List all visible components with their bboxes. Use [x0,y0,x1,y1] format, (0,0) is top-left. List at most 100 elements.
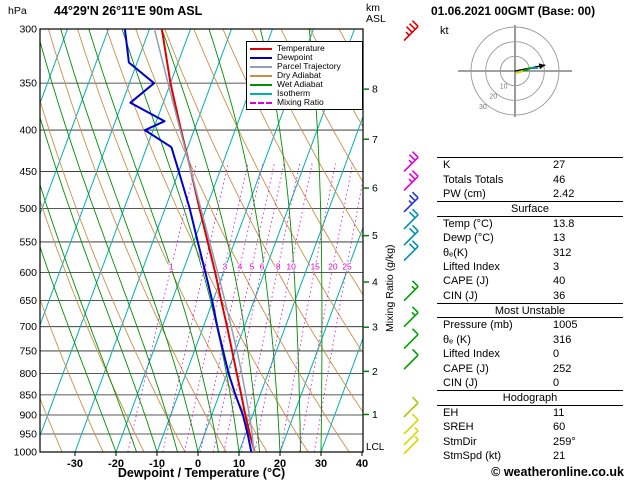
legend-label: Wet Adiabat [277,79,323,89]
panel-row: CAPE (J) 252 [437,361,623,375]
svg-text:350: 350 [19,78,37,90]
param-label: CAPE (J) [443,362,489,375]
legend-swatch [250,92,272,95]
panel-row: SREH 60 [437,420,623,434]
svg-text:-30: -30 [67,458,83,470]
param-value: 13.8 [553,217,575,230]
panel-row: StmSpd (kt) 21 [437,449,623,463]
param-value: 3 [553,260,560,273]
param-label: CAPE (J) [443,275,489,288]
svg-text:-10: -10 [149,458,165,470]
param-label: EH [443,406,459,419]
panel-row: PW (cm) 2.42 [437,187,623,201]
param-label: Lifted Index [443,260,500,273]
panel-row: CIN (J) 0 [437,376,623,390]
param-value: 1005 [553,319,578,332]
svg-text:750: 750 [19,345,37,357]
wind-barb [403,20,419,42]
run-datetime: 01.06.2021 00GMT (Base: 00) [431,4,596,18]
wind-barb [403,151,419,173]
svg-text:950: 950 [19,428,37,440]
station-title: 44°29'N 26°11'E 90m ASL [54,4,203,18]
svg-text:1000: 1000 [14,447,38,459]
svg-text:5: 5 [372,230,378,242]
legend-label: Dewpoint [277,52,313,62]
svg-text:4: 4 [238,262,243,272]
panel-row: Temp (°C) 13.8 [437,217,623,231]
pressure-axis-unit-label: hPa [8,5,27,17]
param-value: 2.42 [553,187,575,200]
param-value: 27 [553,159,566,172]
svg-text:900: 900 [19,409,37,421]
wet-adiabats [40,29,323,452]
wind-barb [403,240,419,262]
panel-row: K 27 [437,158,623,172]
panel-row: CIN (J) 36 [437,289,623,303]
panel-row: StmDir 259° [437,434,623,448]
param-label: K [443,159,451,172]
wind-barb [403,208,419,230]
svg-text:400: 400 [19,125,37,137]
wind-barb [403,224,419,246]
param-label: Dewp (°C) [443,232,494,245]
svg-text:2: 2 [372,366,378,378]
pressure-tick-labels: 300 350 400 450 500 550 600 650 700 750 800 850 900 9… [14,24,38,459]
wind-barb [403,306,419,328]
hodograph-unit-label: kt [440,25,449,37]
panel-row: EH 11 [437,406,623,420]
svg-text:30: 30 [315,458,327,470]
svg-text:850: 850 [19,389,37,401]
legend-item: Mixing Ratio [250,98,359,107]
panel-section-header: Surface [437,201,623,217]
temperature-tick-labels: -30 -20 -10 0 10 20 30 40 [67,452,368,470]
param-label: θₑ(K) [443,246,468,259]
param-value: 0 [553,377,560,390]
param-label: Pressure (mb) [443,319,513,332]
svg-text:7: 7 [372,134,378,146]
param-label: StmSpd (kt) [443,450,502,462]
panel-row: θₑ(K) 312 [437,245,623,259]
svg-text:10: 10 [286,262,296,272]
legend-swatch [250,74,272,77]
svg-text:800: 800 [19,368,37,380]
svg-text:3: 3 [223,262,228,272]
panel-row: Totals Totals 46 [437,172,623,186]
svg-text:550: 550 [19,236,37,248]
temperature-axis-title: Dewpoint / Temperature (°C) [117,466,286,480]
param-label: Temp (°C) [443,217,493,230]
param-value: 40 [553,275,566,288]
km-axis-ticks: 8 7 6 5 4 3 2 1 LCL [363,84,385,453]
mixing-ratio-lines [127,163,363,452]
param-label: CIN (J) [443,377,478,390]
param-value: 259° [553,435,576,448]
legend-swatch [250,56,272,59]
svg-text:15: 15 [310,262,320,272]
svg-text:20: 20 [489,94,497,101]
svg-text:650: 650 [19,295,37,307]
svg-text:25: 25 [342,262,352,272]
wind-barb [403,328,419,350]
legend-label: Mixing Ratio [277,97,324,107]
legend-item: Parcel Trajectory [250,62,359,71]
legend-label: Parcel Trajectory [277,61,341,71]
legend-swatch [250,65,272,68]
svg-text:30: 30 [479,104,487,111]
legend-label: Dry Adiabat [277,70,321,80]
svg-text:0: 0 [195,458,201,470]
svg-text:4: 4 [372,277,378,289]
svg-text:5: 5 [250,262,255,272]
svg-text:1: 1 [169,262,174,272]
param-value: 252 [553,362,572,375]
svg-text:20: 20 [274,458,286,470]
svg-text:8: 8 [276,262,281,272]
wind-barb [403,435,419,455]
param-value: 312 [553,246,572,259]
legend-item: Temperature [250,44,359,53]
legend: Temperature Dewpoint Parcel Trajectory Dry … [246,41,363,110]
panel-row: θₑ (K) 316 [437,333,623,347]
panel-row: Pressure (mb) 1005 [437,318,623,332]
legend-item: Dewpoint [250,53,359,62]
svg-text:10: 10 [233,458,245,470]
